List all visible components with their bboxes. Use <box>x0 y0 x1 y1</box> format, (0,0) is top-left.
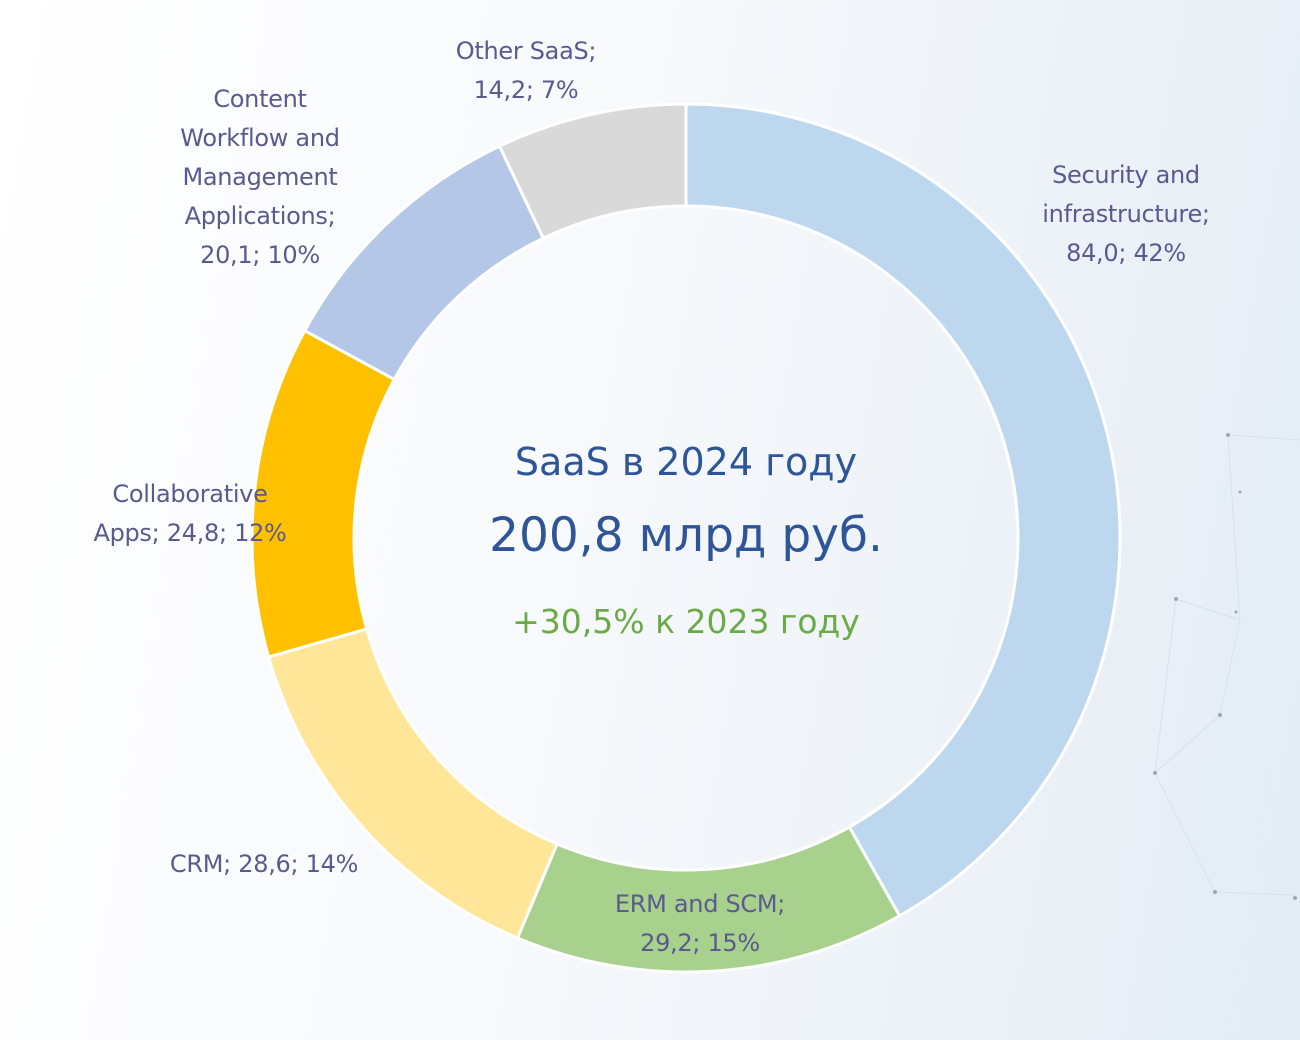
slice-label-line: 20,1; 10% <box>200 241 320 269</box>
slice-label-line: Apps; 24,8; 12% <box>93 519 287 547</box>
slice-label-line: 84,0; 42% <box>1066 239 1186 267</box>
slice-label-line: Applications; <box>184 202 336 230</box>
donut-slice-crm <box>266 627 560 940</box>
growth-subtitle: +30,5% к 2023 году <box>512 602 860 641</box>
total-value: 200,8 млрд руб. <box>489 508 883 563</box>
slice-label-line: Other SaaS; <box>455 37 597 65</box>
slice-label-line: CRM; 28,6; 14% <box>169 850 359 878</box>
donut-slice-content-workflow-and-management-applications <box>302 144 546 382</box>
slice-label: Collaborative Apps; 24,8; 12% <box>93 475 286 553</box>
slice-label: Other SaaS; 14,2; 7% <box>455 32 597 110</box>
donut-slice-security-and-infrastructure <box>684 102 1122 918</box>
slice-label: ERM and SCM; 29,2; 15% <box>615 885 785 963</box>
slice-label-line: Collaborative <box>112 480 268 508</box>
slice-label-line: infrastructure; <box>1042 200 1210 228</box>
slice-label-line: Workflow and <box>180 124 340 152</box>
slice-label-line: ERM and SCM; <box>614 890 786 918</box>
slice-label-line: Security and <box>1052 161 1200 189</box>
slice-label: CRM; 28,6; 14% <box>170 845 358 884</box>
slice-label-line: 29,2; 15% <box>640 929 760 957</box>
donut-slice-other-saas <box>497 102 688 241</box>
slice-label-line: Management <box>182 163 338 191</box>
slice-label-line: 14,2; 7% <box>473 76 579 104</box>
slice-label: Security and infrastructure; 84,0; 42% <box>1042 156 1210 273</box>
slice-label: Content Workflow and Management Application… <box>180 80 340 275</box>
chart-title: SaaS в 2024 году <box>514 440 858 484</box>
slice-label-line: Content <box>213 85 307 113</box>
